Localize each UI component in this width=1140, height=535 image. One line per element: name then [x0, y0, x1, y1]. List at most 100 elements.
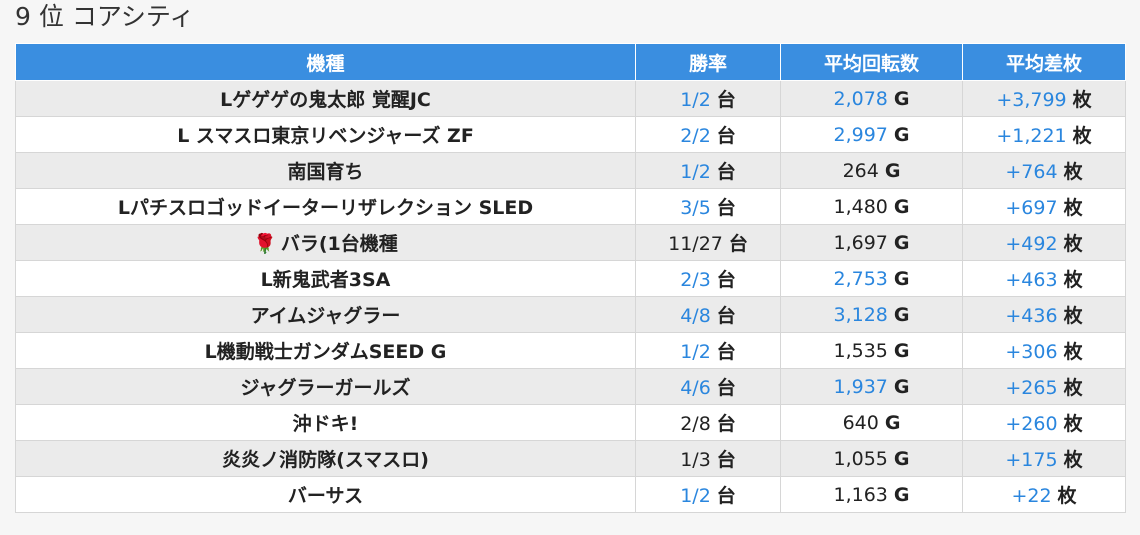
win-rate-cell[interactable]: 2/2 台: [635, 116, 781, 153]
avg-diff-unit: 枚: [1063, 413, 1083, 435]
win-rate-link[interactable]: 2/3: [680, 269, 711, 291]
avg-diff-unit: 枚: [1063, 377, 1083, 399]
avg-spins-cell[interactable]: 1,937 G: [780, 368, 963, 405]
win-rate-link[interactable]: 1/2: [680, 161, 711, 183]
win-rate-link[interactable]: 2/2: [680, 125, 711, 147]
avg-diff-cell[interactable]: +265 枚: [962, 368, 1126, 405]
avg-diff-unit: 枚: [1063, 233, 1083, 255]
avg-diff-link[interactable]: +175: [1005, 449, 1058, 471]
column-header-win-rate: 勝率: [635, 43, 781, 81]
machine-name: バーサス: [287, 485, 364, 507]
avg-diff-link[interactable]: +22: [1011, 485, 1052, 507]
table-row: 🌹 バラ(1台機種 11/27 台 1,697 G +492 枚: [15, 224, 1126, 261]
avg-spins-unit: G: [893, 375, 910, 398]
win-rate-unit: 台: [716, 377, 736, 399]
win-rate-cell[interactable]: 4/8 台: [635, 296, 781, 333]
avg-diff-cell[interactable]: +1,221 枚: [962, 116, 1126, 153]
avg-spins-link[interactable]: 2,997: [833, 123, 888, 146]
avg-diff-link[interactable]: +492: [1005, 233, 1058, 255]
avg-diff-unit: 枚: [1063, 269, 1083, 291]
table-header-row: 機種 勝率 平均回転数 平均差枚: [15, 43, 1126, 81]
avg-diff-cell[interactable]: +764 枚: [962, 152, 1126, 189]
avg-diff-link[interactable]: +764: [1005, 161, 1058, 183]
avg-spins-link[interactable]: 1,937: [833, 375, 888, 398]
avg-spins-unit: G: [893, 195, 910, 218]
avg-diff-cell[interactable]: +492 枚: [962, 224, 1126, 261]
machine-name: 炎炎ノ消防隊(スマスロ): [222, 449, 429, 471]
machine-name-cell: L新鬼武者3SA: [15, 260, 636, 297]
machine-name-cell: L機動戦士ガンダムSEED G: [15, 332, 636, 369]
avg-spins-unit: G: [893, 87, 910, 110]
win-rate-cell[interactable]: 1/2 台: [635, 80, 781, 117]
avg-diff-link[interactable]: +306: [1005, 341, 1058, 363]
avg-diff-link[interactable]: +265: [1005, 377, 1058, 399]
avg-diff-cell[interactable]: +22 枚: [962, 476, 1126, 513]
win-rate-link[interactable]: 1/2: [680, 341, 711, 363]
avg-spins-cell[interactable]: 2,078 G: [780, 80, 963, 117]
avg-spins-unit: G: [893, 267, 910, 290]
win-rate-unit: 台: [716, 269, 736, 291]
avg-spins-value: 264: [842, 159, 879, 182]
avg-spins-unit: G: [893, 303, 910, 326]
table-row: バーサス 1/2 台 1,163 G +22 枚: [15, 476, 1126, 513]
table-row: L新鬼武者3SA 2/3 台 2,753 G +463 枚: [15, 260, 1126, 297]
avg-diff-link[interactable]: +436: [1005, 305, 1058, 327]
store-rank-title: 9 位コアシティ: [15, 2, 194, 32]
avg-diff-unit: 枚: [1057, 485, 1077, 507]
win-rate-unit: 台: [716, 341, 736, 363]
table-row: Lパチスロゴッドイーターリザレクション SLED 3/5 台 1,480 G +697 枚: [15, 188, 1126, 225]
avg-spins-cell[interactable]: 2,753 G: [780, 260, 963, 297]
win-rate-unit: 台: [716, 89, 736, 111]
machine-name: ジャグラーガールズ: [240, 377, 411, 399]
win-rate-unit: 台: [716, 413, 736, 435]
win-rate-cell[interactable]: 4/6 台: [635, 368, 781, 405]
avg-spins-unit: G: [893, 339, 910, 362]
avg-spins-cell: 264 G: [780, 152, 963, 189]
avg-diff-cell[interactable]: +3,799 枚: [962, 80, 1126, 117]
win-rate-cell[interactable]: 2/3 台: [635, 260, 781, 297]
avg-diff-link[interactable]: +463: [1005, 269, 1058, 291]
avg-spins-cell: 1,535 G: [780, 332, 963, 369]
column-header-avg-diff: 平均差枚: [962, 43, 1126, 81]
win-rate-cell[interactable]: 1/2 台: [635, 476, 781, 513]
avg-diff-cell[interactable]: +175 枚: [962, 440, 1126, 477]
avg-spins-cell[interactable]: 2,997 G: [780, 116, 963, 153]
win-rate-cell[interactable]: 1/2 台: [635, 332, 781, 369]
win-rate-link[interactable]: 1/2: [680, 485, 711, 507]
avg-spins-link[interactable]: 3,128: [833, 303, 888, 326]
win-rate-unit: 台: [716, 305, 736, 327]
win-rate-unit: 台: [716, 161, 736, 183]
avg-diff-link[interactable]: +697: [1005, 197, 1058, 219]
avg-spins-cell: 1,480 G: [780, 188, 963, 225]
win-rate-link[interactable]: 4/6: [680, 377, 711, 399]
win-rate-link[interactable]: 3/5: [680, 197, 711, 219]
machine-name-cell: Lゲゲゲの鬼太郎 覚醒JC: [15, 80, 636, 117]
rank-label: 9 位: [15, 2, 64, 31]
avg-diff-link[interactable]: +3,799: [996, 89, 1067, 111]
machine-name: L機動戦士ガンダムSEED G: [204, 341, 447, 363]
win-rate-cell: 1/3 台: [635, 440, 781, 477]
avg-diff-cell[interactable]: +697 枚: [962, 188, 1126, 225]
avg-diff-cell[interactable]: +260 枚: [962, 404, 1126, 441]
machine-name-cell: Lパチスロゴッドイーターリザレクション SLED: [15, 188, 636, 225]
avg-diff-link[interactable]: +1,221: [996, 125, 1067, 147]
avg-spins-value: 1,480: [833, 195, 888, 218]
win-rate-cell[interactable]: 3/5 台: [635, 188, 781, 225]
table-row: L スマスロ東京リベンジャーズ ZF 2/2 台 2,997 G +1,221 枚: [15, 116, 1126, 153]
avg-spins-cell[interactable]: 3,128 G: [780, 296, 963, 333]
avg-spins-value: 1,535: [833, 339, 888, 362]
machine-name: Lゲゲゲの鬼太郎 覚醒JC: [220, 89, 431, 111]
avg-spins-link[interactable]: 2,753: [833, 267, 888, 290]
avg-spins-link[interactable]: 2,078: [833, 87, 888, 110]
win-rate-link[interactable]: 1/2: [680, 89, 711, 111]
avg-diff-cell[interactable]: +306 枚: [962, 332, 1126, 369]
avg-diff-cell[interactable]: +436 枚: [962, 296, 1126, 333]
win-rate-unit: 台: [728, 233, 748, 255]
win-rate-cell[interactable]: 1/2 台: [635, 152, 781, 189]
avg-spins-cell: 1,055 G: [780, 440, 963, 477]
table-row: ジャグラーガールズ 4/6 台 1,937 G +265 枚: [15, 368, 1126, 405]
avg-diff-cell[interactable]: +463 枚: [962, 260, 1126, 297]
win-rate-link[interactable]: 4/8: [680, 305, 711, 327]
machine-name-cell: 炎炎ノ消防隊(スマスロ): [15, 440, 636, 477]
avg-diff-link[interactable]: +260: [1005, 413, 1058, 435]
